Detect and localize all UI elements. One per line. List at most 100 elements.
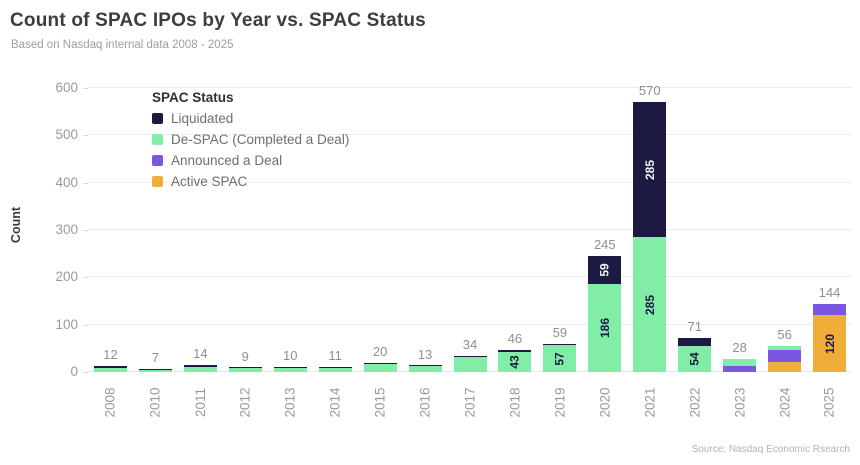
legend: SPAC Status Liquidated De-SPAC (Completed… <box>152 90 349 195</box>
bar-segment-2017-despac[interactable] <box>453 356 487 372</box>
y-tick-label-400: 400 <box>55 174 78 190</box>
legend-item-liquidated[interactable]: Liquidated <box>152 111 349 126</box>
bar-segment-2021-despac[interactable]: 285 <box>633 237 667 372</box>
y-tick-mark-400 <box>83 182 88 184</box>
legend-swatch-active <box>152 176 163 187</box>
x-tick-2024: 2024 <box>762 376 808 428</box>
bar-total-label-2016: 13 <box>417 346 433 362</box>
legend-item-active[interactable]: Active SPAC <box>152 174 349 189</box>
bar-segment-2012-despac[interactable] <box>228 368 262 372</box>
bar-segment-2020-liquidated[interactable]: 59 <box>588 256 622 284</box>
bar-segment-2015-despac[interactable] <box>363 363 397 372</box>
y-tick-label-200: 200 <box>55 269 78 285</box>
y-tick-label-0: 0 <box>70 364 78 379</box>
bar-total-label-2023: 28 <box>732 339 747 355</box>
x-tick-2020: 2020 <box>582 376 628 428</box>
legend-label-despac: De-SPAC (Completed a Deal) <box>171 132 350 147</box>
y-tick-mark-500 <box>83 135 88 137</box>
x-tick-2014: 2014 <box>312 376 358 428</box>
bar-segment-2013-despac[interactable] <box>273 367 307 372</box>
x-tick-2010: 2010 <box>132 376 178 428</box>
x-tick-2013: 2013 <box>267 376 313 428</box>
y-tick-mark-600 <box>83 88 88 89</box>
x-tick-2012: 2012 <box>222 376 268 428</box>
bar-segment-2022-liquidated[interactable] <box>678 338 712 347</box>
x-tick-label-2016: 2016 <box>417 386 433 418</box>
segment-value-label: 285 <box>642 159 657 180</box>
chart-subtitle: Based on Nasdaq internal data 2008 - 202… <box>11 39 234 51</box>
x-tick-2018: 2018 <box>492 376 538 428</box>
bar-segment-2025-active[interactable]: 120 <box>813 315 847 372</box>
bar-segment-2011-despac[interactable] <box>183 366 217 372</box>
segment-value-label: 43 <box>507 355 522 369</box>
bar-segment-2016-despac[interactable] <box>408 366 442 372</box>
source-note: Source: Nasdaq Economic Rsearch <box>691 444 850 455</box>
bar-segment-2008-despac[interactable] <box>93 368 127 372</box>
bar-segment-2013-liquidated[interactable] <box>273 366 307 368</box>
x-tick-2022: 2022 <box>672 376 718 428</box>
bar-segment-2012-liquidated[interactable] <box>228 367 262 369</box>
x-tick-label-2017: 2017 <box>462 386 478 418</box>
bar-total-label-2012: 9 <box>241 348 249 364</box>
bar-total-label-2018: 46 <box>507 331 523 347</box>
legend-item-despac[interactable]: De-SPAC (Completed a Deal) <box>152 132 349 147</box>
bar-total-label-2024: 56 <box>777 326 792 342</box>
bar-segment-2014-liquidated[interactable] <box>318 366 352 368</box>
x-tick-2025: 2025 <box>807 376 853 428</box>
bar-segment-2019-liquidated[interactable] <box>543 344 577 346</box>
plot-area: 12 7 14 9 10 11 20 13 34 43 46 57 59 186 59 245 285 285 57… <box>88 83 852 372</box>
legend-label-liquidated: Liquidated <box>171 111 234 126</box>
legend-label-active: Active SPAC <box>171 174 248 189</box>
x-tick-label-2020: 2020 <box>597 386 613 418</box>
x-tick-label-2024: 2024 <box>777 386 793 418</box>
bar-segment-2011-liquidated[interactable] <box>183 365 217 367</box>
bar-segment-2015-liquidated[interactable] <box>363 362 397 364</box>
segment-value-label: 285 <box>642 294 657 315</box>
x-tick-label-2015: 2015 <box>372 386 388 418</box>
x-tick-label-2023: 2023 <box>732 386 748 418</box>
bar-segment-2022-despac[interactable]: 54 <box>678 346 712 372</box>
bar-segment-2019-despac[interactable]: 57 <box>543 345 577 372</box>
bar-segment-2024-active[interactable] <box>768 361 802 372</box>
bar-segment-2010-despac[interactable] <box>138 369 172 372</box>
bar-total-label-2011: 14 <box>193 346 208 362</box>
bar-segment-2024-announced[interactable] <box>768 350 802 362</box>
bar-total-label-2010: 7 <box>151 349 160 365</box>
bar-segment-2023-despac[interactable] <box>723 358 757 366</box>
segment-value-label: 120 <box>822 333 837 354</box>
legend-item-announced[interactable]: Announced a Deal <box>152 153 349 168</box>
bar-segment-2016-liquidated[interactable] <box>408 365 442 367</box>
gridline-300 <box>88 229 852 230</box>
legend-swatch-liquidated <box>152 113 163 124</box>
bar-total-label-2020: 245 <box>593 237 616 253</box>
bar-segment-2025-announced[interactable] <box>813 303 847 316</box>
bar-segment-2018-liquidated[interactable] <box>498 350 532 352</box>
x-tick-2023: 2023 <box>717 376 763 428</box>
bar-segment-2018-despac[interactable]: 43 <box>498 351 532 372</box>
x-tick-label-2010: 2010 <box>147 386 163 418</box>
y-tick-label-600: 600 <box>55 80 78 95</box>
x-tick-2017: 2017 <box>447 376 493 428</box>
bar-segment-2010-liquidated[interactable] <box>138 368 172 370</box>
x-tick-2011: 2011 <box>177 376 223 428</box>
segment-value-label: 186 <box>597 317 612 338</box>
bar-total-label-2022: 71 <box>687 319 702 335</box>
bar-segment-2014-despac[interactable] <box>318 367 352 372</box>
bar-total-label-2008: 12 <box>103 347 118 363</box>
x-tick-2015: 2015 <box>357 376 403 428</box>
bar-segment-2017-liquidated[interactable] <box>453 355 487 357</box>
segment-value-label: 57 <box>552 351 567 366</box>
gridline-500 <box>88 134 852 136</box>
bar-segment-2024-despac[interactable] <box>768 345 802 351</box>
bar-segment-2023-announced[interactable] <box>723 365 757 372</box>
segment-value-label: 59 <box>597 263 612 277</box>
bar-segment-2020-despac[interactable]: 186 <box>588 283 622 372</box>
gridline-400 <box>88 181 852 183</box>
bar-segment-2008-liquidated[interactable] <box>93 366 127 369</box>
x-tick-2019: 2019 <box>537 376 583 428</box>
bar-segment-2021-liquidated[interactable]: 285 <box>633 102 667 238</box>
x-tick-2021: 2021 <box>627 376 673 428</box>
bar-total-label-2014: 11 <box>328 347 342 363</box>
bar-total-label-2015: 20 <box>372 343 388 359</box>
